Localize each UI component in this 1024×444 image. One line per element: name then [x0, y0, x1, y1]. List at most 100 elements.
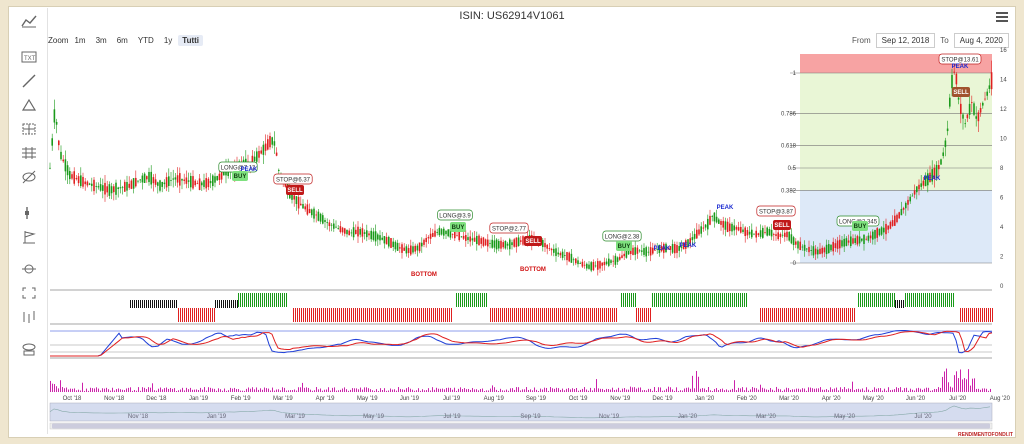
signal-bar-sell: [546, 308, 547, 322]
signal-bar-buy: [880, 293, 881, 307]
signal-bar-sell: [520, 308, 521, 322]
volume-bar: [458, 388, 459, 392]
volume-bar: [810, 387, 811, 392]
signal-bar-sell: [345, 308, 346, 322]
zoom-all-button[interactable]: Tutti: [178, 35, 204, 46]
volume-bar: [396, 390, 397, 392]
candle-body: [476, 235, 478, 245]
candle-body: [196, 183, 199, 185]
signal-bar-sell: [536, 308, 537, 322]
volume-bar: [50, 380, 51, 392]
signal-bar-sell: [383, 308, 384, 322]
volume-bar: [574, 388, 575, 392]
signal-bar-sell: [540, 308, 541, 322]
volume-bar: [118, 388, 119, 392]
zoom-1y-button[interactable]: 1y: [163, 36, 173, 45]
volume-bar: [858, 388, 859, 392]
volume-bar: [318, 389, 319, 392]
candle-body: [361, 228, 364, 237]
signal-bar-sell: [584, 308, 585, 322]
signal-bar-sell: [409, 308, 410, 322]
volume-bar: [838, 390, 839, 392]
from-date-input[interactable]: Sep 12, 2018: [875, 33, 936, 48]
volume-bar: [918, 387, 919, 392]
volume-bar: [154, 390, 155, 392]
annotation-box-stop: [273, 173, 313, 185]
candle-body: [900, 208, 903, 216]
volume-bar: [798, 388, 799, 392]
candle-body: [649, 247, 652, 256]
candle-body: [729, 223, 731, 232]
signal-bar-neutral: [174, 300, 175, 308]
line-tool-icon[interactable]: [18, 72, 40, 90]
volume-bar: [232, 388, 233, 392]
signal-bar-sell: [558, 308, 559, 322]
to-date-input[interactable]: Aug 4, 2020: [953, 33, 1009, 48]
signal-bar-sell: [962, 308, 963, 322]
volume-bar: [662, 390, 663, 392]
volume-bar: [986, 388, 987, 392]
volume-bar: [442, 388, 443, 392]
signal-bar-sell: [510, 308, 511, 322]
candle-body: [636, 247, 639, 254]
zoom-3m-button[interactable]: 3m: [95, 36, 107, 45]
volume-bar: [854, 389, 855, 392]
signal-bar-neutral: [231, 300, 232, 308]
volume-bar: [440, 388, 441, 392]
grid-tool-icon[interactable]: [18, 144, 40, 162]
volume-bar: [796, 388, 797, 392]
chart-icon[interactable]: [18, 12, 40, 30]
measure-icon[interactable]: [18, 204, 40, 222]
signal-bar-sell: [550, 308, 551, 322]
volume-bar: [64, 388, 65, 392]
navigator-label: Jan '19: [207, 414, 227, 420]
volume-bar: [234, 387, 235, 392]
signal-bar-buy: [939, 293, 940, 307]
volume-bar: [128, 387, 129, 392]
signal-bar-sell: [552, 308, 553, 322]
text-tool-icon[interactable]: TXT: [18, 48, 40, 66]
hamburger-menu-icon[interactable]: [996, 12, 1008, 22]
eye-off-icon[interactable]: [18, 168, 40, 186]
volume-bar: [472, 387, 473, 392]
signal-bar-buy: [633, 293, 634, 307]
signal-bar-sell: [401, 308, 402, 322]
signal-bar-buy: [927, 293, 928, 307]
volume-bar: [146, 389, 147, 392]
signal-bar-sell: [990, 308, 991, 322]
signal-bar-buy: [716, 293, 717, 307]
signal-bar-sell: [198, 308, 199, 322]
candle-body: [429, 233, 432, 239]
indicator-icon[interactable]: [18, 308, 40, 326]
zoom-6m-button[interactable]: 6m: [116, 36, 128, 45]
zoom-ytd-button[interactable]: YTD: [137, 36, 154, 45]
triangle-tool-icon[interactable]: [18, 96, 40, 114]
signal-bar-buy: [892, 293, 893, 307]
candle-body: [726, 221, 729, 232]
expand-icon[interactable]: [18, 284, 40, 302]
candle-body: [174, 177, 177, 180]
candle-body: [839, 239, 841, 249]
volume-bar: [170, 387, 171, 392]
candle-body: [192, 176, 194, 189]
flag-icon[interactable]: [18, 228, 40, 246]
crosshair-tool-icon[interactable]: [18, 120, 40, 138]
volume-bar: [724, 390, 725, 392]
volume-bar: [468, 388, 469, 392]
candle-body: [69, 171, 71, 180]
volume-bar: [720, 388, 721, 392]
zoom-1m-button[interactable]: 1m: [74, 36, 86, 45]
annotation-box-stop: [938, 53, 982, 65]
signal-bar-sell: [820, 308, 821, 322]
signal-bar-buy: [244, 293, 245, 307]
candle-body: [161, 181, 163, 187]
volume-bar: [108, 389, 109, 392]
signal-bar-sell: [850, 308, 851, 322]
signal-bar-sell: [602, 308, 603, 322]
fib-level-label: 1: [793, 71, 797, 77]
candle-body: [751, 229, 753, 238]
signal-bar-sell: [986, 308, 987, 322]
visibility-icon[interactable]: [18, 340, 40, 358]
magnet-icon[interactable]: [18, 260, 40, 278]
annotation-box-stop: [756, 205, 796, 217]
